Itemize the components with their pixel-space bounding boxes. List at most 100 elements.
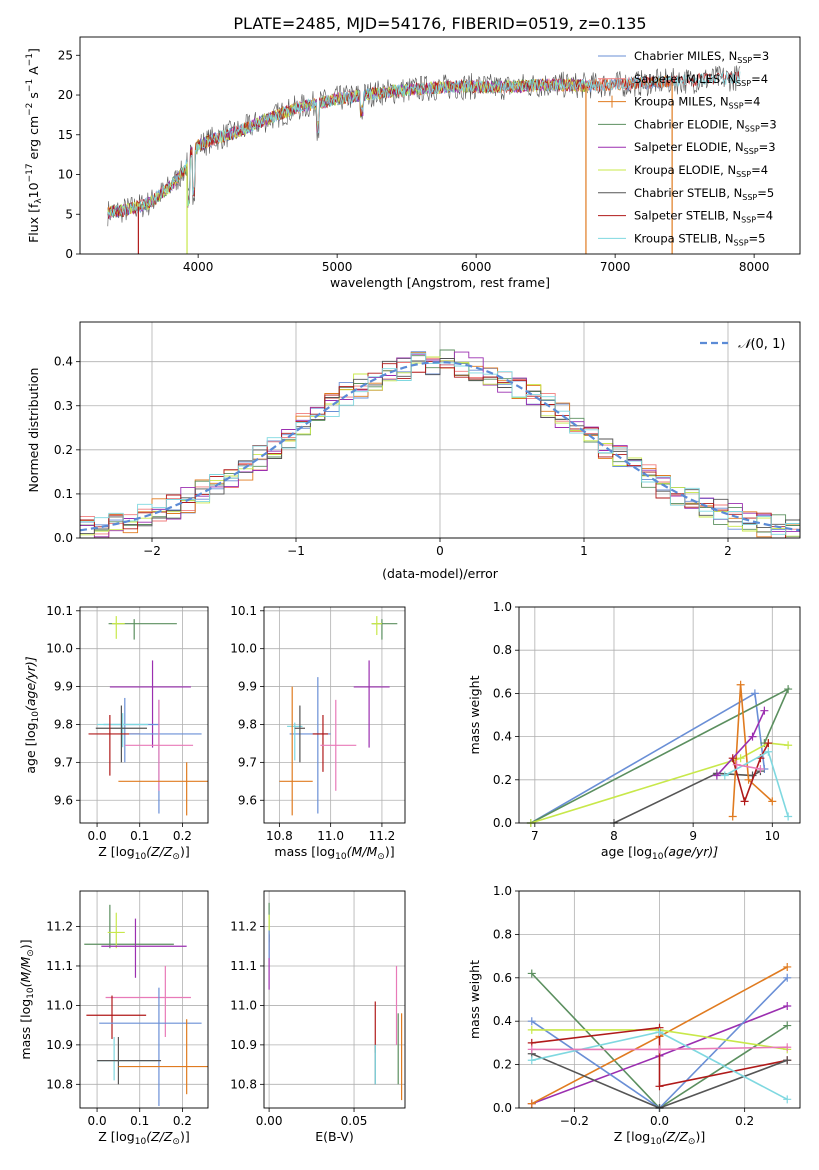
y-axis-label: mass [log10(M/M⊙)] bbox=[18, 939, 36, 1059]
label-part: (age/yr)] bbox=[663, 844, 718, 859]
y-tick-label: 10.8 bbox=[230, 1077, 257, 1091]
mass-weight-line bbox=[531, 1026, 788, 1088]
x-tick-label: 10.8 bbox=[266, 829, 293, 843]
legend-label: Kroupa ELODIE, NSSP=4 bbox=[634, 163, 768, 179]
y-tick-label: 0.2 bbox=[493, 773, 512, 787]
label-part: =4 bbox=[751, 72, 768, 86]
spectrum-line bbox=[107, 71, 741, 218]
x-tick-label: 9 bbox=[689, 829, 697, 843]
y-tick-label: 0.3 bbox=[54, 399, 73, 413]
x-tick-label: 0.05 bbox=[341, 1114, 368, 1128]
label-part: SSP bbox=[736, 79, 751, 88]
mass-weight-marker bbox=[736, 754, 745, 763]
label-part: =4 bbox=[756, 209, 773, 223]
x-axis-label: E(B-V) bbox=[315, 1129, 354, 1144]
y-tick-label: 1.0 bbox=[493, 600, 512, 614]
y-tick-label: 0.4 bbox=[493, 730, 512, 744]
mass-weight-marker bbox=[783, 973, 792, 982]
mass-weight-marker bbox=[728, 754, 737, 763]
label-part: =3 bbox=[752, 49, 769, 63]
y-tick-label: 5 bbox=[65, 207, 73, 221]
label-part: SSP bbox=[745, 124, 760, 133]
y-tick-label: 9.7 bbox=[54, 755, 73, 769]
x-tick-label: −0.2 bbox=[560, 1114, 589, 1128]
y-tick-label: 11.0 bbox=[46, 998, 73, 1012]
label-part: SSP bbox=[744, 147, 759, 156]
mass-weight-marker bbox=[784, 685, 793, 694]
mass-weight-marker bbox=[783, 962, 792, 971]
label-part: 10 bbox=[135, 1137, 147, 1147]
mass-weight-marker bbox=[783, 1056, 792, 1065]
mass-weight-marker bbox=[720, 771, 729, 780]
mass-weight-marker bbox=[527, 1025, 536, 1034]
legend-label: Salpeter MILES, NSSP=4 bbox=[634, 72, 768, 88]
x-tick-label: 0.1 bbox=[130, 829, 149, 843]
mass-weight-marker bbox=[655, 1045, 664, 1054]
x-tick-label: −1 bbox=[287, 544, 305, 558]
label-part: 10 bbox=[652, 852, 664, 862]
axes-frame bbox=[518, 606, 801, 824]
y-tick-label: 0.0 bbox=[54, 531, 73, 545]
axes-frame bbox=[518, 890, 801, 1109]
mass-weight-marker bbox=[744, 775, 753, 784]
mass-weight-marker bbox=[527, 1099, 536, 1108]
label-part: SSP bbox=[741, 216, 756, 225]
label-part: (M/M bbox=[347, 844, 378, 859]
label-part: −1 bbox=[25, 53, 35, 66]
y-tick-label: 9.8 bbox=[54, 717, 73, 731]
mass-weight-marker bbox=[655, 1082, 664, 1091]
label-part: (Z/Z bbox=[662, 1129, 689, 1144]
mass-weight-marker bbox=[728, 812, 737, 821]
y-axis-label: mass weight bbox=[467, 675, 482, 754]
label-part: )] bbox=[18, 939, 33, 949]
label-part: ⊙ bbox=[26, 949, 36, 957]
x-tick-label: 7 bbox=[531, 829, 539, 843]
x-axis-label: Z [log10(Z/Z⊙)] bbox=[614, 1129, 705, 1147]
legend-label: Kroupa STELIB, NSSP=5 bbox=[634, 231, 765, 247]
mass-weight-marker bbox=[764, 747, 773, 756]
x-tick-label: 6000 bbox=[461, 260, 492, 274]
y-tick-label: 10.9 bbox=[46, 1038, 73, 1052]
mass-weight-line bbox=[731, 742, 770, 805]
mass-weight-marker bbox=[768, 797, 777, 806]
mass-vs-ebv-panel: 0.00 0.05 10.8 10.9 11.0 11.1 11.2 E(B-V) bbox=[230, 890, 406, 1144]
label-part: Z [log bbox=[98, 844, 134, 859]
x-tick-label: 11.0 bbox=[317, 829, 344, 843]
x-tick-label: 0.00 bbox=[256, 1114, 283, 1128]
x-tick-label: 0.2 bbox=[735, 1114, 754, 1128]
label-part: 10 bbox=[31, 711, 41, 723]
label-part: ⊙ bbox=[377, 852, 385, 862]
mass-weight-marker bbox=[784, 812, 793, 821]
x-axis-label: Z [log10(Z/Z⊙)] bbox=[98, 844, 189, 862]
y-axis-label: Flux [fλ10−17 erg cm−2 s−1 A−1] bbox=[25, 48, 44, 243]
y-tick-label: 0.4 bbox=[54, 355, 73, 369]
label-part: =5 bbox=[749, 231, 766, 245]
x-tick-label: 5000 bbox=[322, 260, 353, 274]
y-tick-label: 11.0 bbox=[230, 998, 257, 1012]
mass-weight-marker bbox=[783, 1002, 792, 1011]
age-vs-mass-panel: 10.8 11.0 11.2 9.6 9.7 9.8 9.9 10.0 10.1 mass [lo… bbox=[230, 604, 406, 862]
label-part: Chabrier STELIB, N bbox=[634, 186, 742, 200]
label-part: Kroupa ELODIE, N bbox=[634, 163, 736, 177]
x-axis-label: age [log10(age/yr)] bbox=[601, 844, 718, 862]
axes-frame bbox=[263, 606, 406, 824]
mass-weight-marker bbox=[783, 1095, 792, 1104]
y-tick-label: 11.1 bbox=[230, 959, 257, 973]
label-part: (M/M bbox=[18, 957, 33, 988]
y-tick-label: 9.9 bbox=[238, 680, 257, 694]
y-axis-label: Normed distribution bbox=[26, 368, 41, 493]
label-part: Z [log bbox=[614, 1129, 650, 1144]
mass-weight-marker bbox=[736, 680, 745, 689]
mass-weight-line bbox=[531, 972, 788, 1108]
label-part: )] bbox=[385, 844, 395, 859]
mass-weight-marker bbox=[732, 760, 741, 769]
normal-curve bbox=[80, 360, 800, 532]
legend-label: Chabrier ELODIE, NSSP=3 bbox=[634, 117, 777, 133]
mass-weight-marker bbox=[764, 739, 773, 748]
label-part: SSP bbox=[734, 238, 749, 247]
mass-weight-marker bbox=[527, 969, 536, 978]
mass-weight-marker bbox=[750, 689, 759, 698]
x-tick-label: 0.0 bbox=[88, 1114, 107, 1128]
